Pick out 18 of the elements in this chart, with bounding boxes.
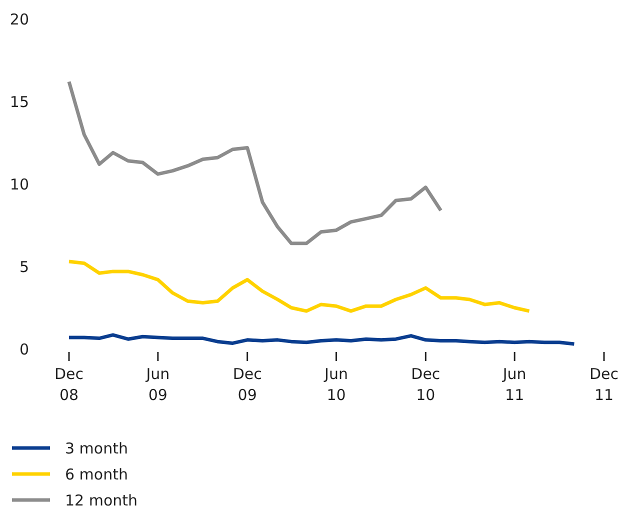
y-tick-label: 15 (10, 92, 29, 111)
x-tick-label: Dec 10 (411, 365, 440, 404)
x-tick-label: Dec 11 (589, 365, 619, 404)
y-tick-label: 20 (10, 10, 29, 28)
y-tick-label: 5 (19, 258, 29, 276)
legend-label: 3 month (65, 439, 128, 458)
line-series (67, 333, 576, 346)
legend-label: 6 month (65, 465, 128, 484)
y-tick-label: 10 (10, 175, 29, 194)
line-series (67, 80, 443, 246)
line-series (67, 260, 531, 313)
x-tick-label: Dec 09 (232, 365, 262, 404)
x-tick-label: Jun 09 (145, 365, 170, 404)
x-tick-label: Jun 10 (324, 365, 348, 404)
x-tick-label: Dec 08 (54, 365, 84, 404)
x-tick-label: Jun 11 (502, 365, 526, 404)
y-tick-label: 0 (19, 340, 29, 358)
legend-label: 12 month (65, 491, 138, 508)
